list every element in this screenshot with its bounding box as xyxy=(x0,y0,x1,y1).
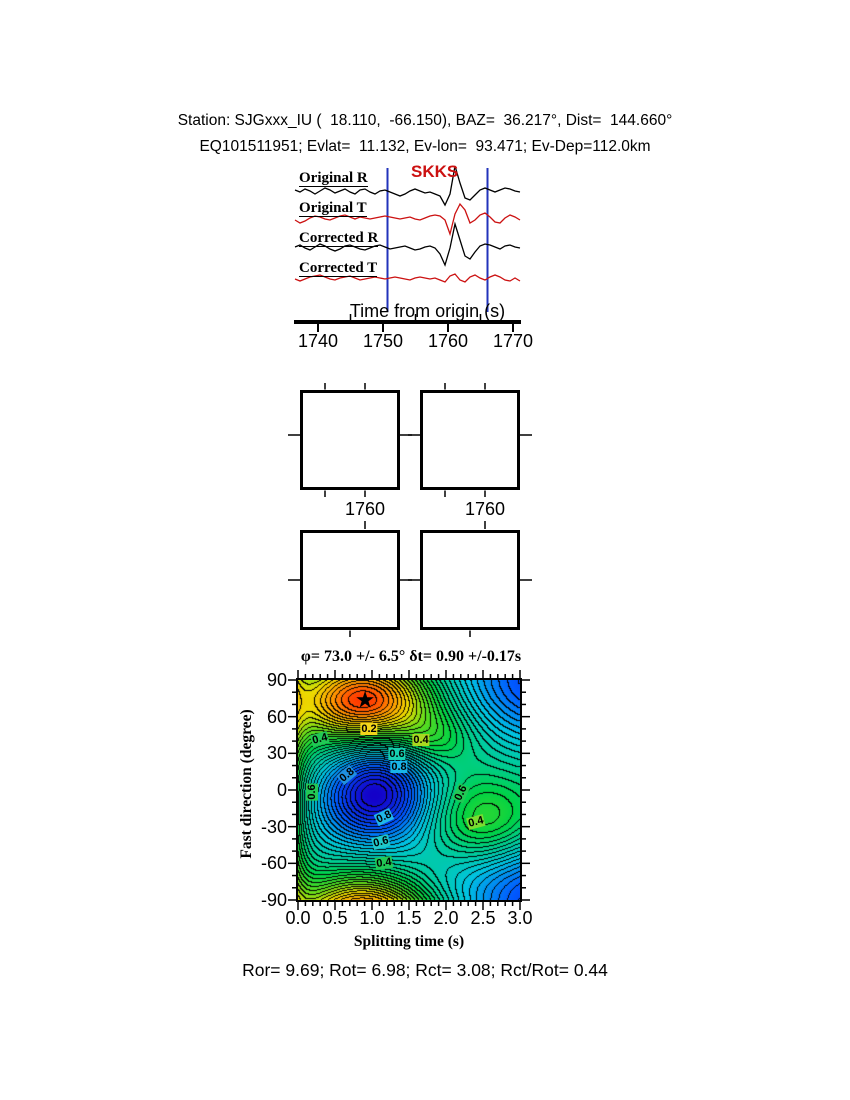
particle-motion-panel-left xyxy=(300,530,400,630)
panel-right-tick-label: 1760 xyxy=(464,499,506,519)
contour-level-label: 0.6 xyxy=(388,748,406,760)
contour-x-tick-label: 3.0 xyxy=(507,908,533,928)
contour-level-label: 0.2 xyxy=(360,723,378,735)
time-tick-label: 1740 xyxy=(297,331,339,351)
particle-motion-panel-right xyxy=(420,530,520,630)
time-tick-label: 1750 xyxy=(362,331,404,351)
window-panel-right xyxy=(420,390,520,490)
contour-x-tick-label: 1.5 xyxy=(396,908,422,928)
contour-x-tick-label: 1.0 xyxy=(359,908,385,928)
contour-y-tick-label: -60 xyxy=(260,853,287,874)
misfit-contour-map xyxy=(298,680,520,900)
contour-y-tick-label: 90 xyxy=(266,670,287,690)
contour-level-label: 0.8 xyxy=(390,761,408,773)
header-line-2: EQ101511951; Evlat= 11.132, Ev-lon= 93.4… xyxy=(199,138,651,155)
contour-level-label: 0.6 xyxy=(306,783,318,801)
phase-label: SKKS xyxy=(411,162,459,181)
contour-x-tick-label: 0.5 xyxy=(322,908,348,928)
contour-y-tick-label: 60 xyxy=(266,706,287,727)
contour-x-axis-label: Splitting time (s) xyxy=(353,933,465,950)
contour-x-tick-label: 2.5 xyxy=(470,908,496,928)
best-solution-star: ★ xyxy=(354,686,376,713)
trace-label-original-r: Original R xyxy=(299,170,368,187)
contour-level-label: 0.4 xyxy=(412,734,430,746)
panel-left-tick-label: 1760 xyxy=(344,499,386,519)
contour-y-tick-label: 30 xyxy=(266,743,287,764)
window-panel-left xyxy=(300,390,400,490)
contour-x-tick-label: 2.0 xyxy=(433,908,459,928)
contour-plot-frame xyxy=(296,678,522,902)
time-tick-label: 1770 xyxy=(492,331,534,351)
time-axis-label: Time from origin (s) xyxy=(349,301,506,321)
contour-x-tick-label: 0.0 xyxy=(285,908,311,928)
contour-title: φ= 73.0 +/- 6.5° δt= 0.90 +/-0.17s xyxy=(300,648,522,665)
contour-y-tick-label: -90 xyxy=(260,890,287,910)
contour-level-label: 0.4 xyxy=(374,855,394,871)
trace-label-corrected-r: Corrected R xyxy=(299,230,379,247)
contour-y-tick-label: 0 xyxy=(276,780,287,800)
time-tick-label: 1760 xyxy=(427,331,469,351)
contour-y-tick-label: -30 xyxy=(260,816,287,837)
trace-label-corrected-t: Corrected T xyxy=(299,260,378,277)
trace-label-original-t: Original T xyxy=(299,200,367,217)
header-line-1: Station: SJGxxx_IU ( 18.110, -66.150), B… xyxy=(177,112,673,129)
result-stats-text: Ror= 9.69; Rot= 6.98; Rct= 3.08; Rct/Rot… xyxy=(242,960,608,980)
